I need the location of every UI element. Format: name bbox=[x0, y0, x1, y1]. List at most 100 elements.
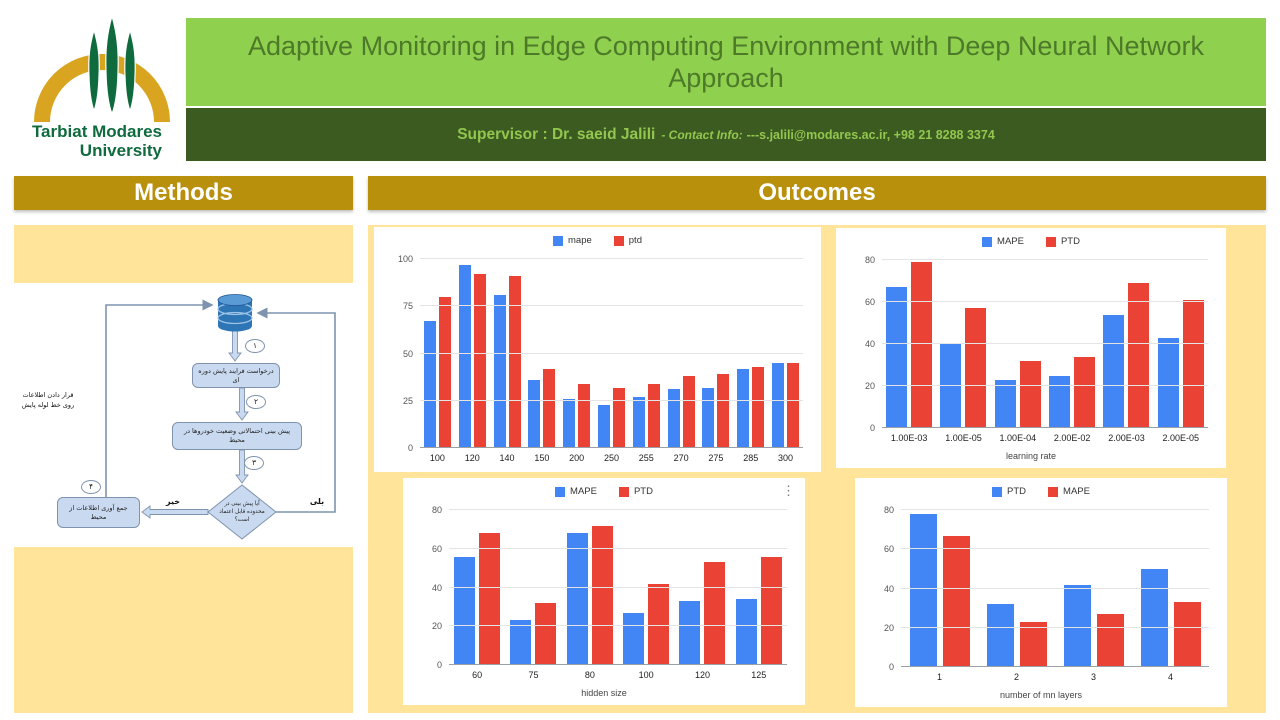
y-tick-label: 60 bbox=[431, 543, 442, 554]
bar-group-75: 75 bbox=[505, 510, 561, 680]
bars bbox=[733, 259, 768, 448]
bar-PTD-1.00E-04 bbox=[1019, 360, 1041, 428]
bar-ptd-150 bbox=[543, 368, 556, 448]
x-tick-label: 2.00E-03 bbox=[1108, 433, 1145, 443]
contact-info-value: ---s.jalili@modares.ac.ir, +98 21 8288 3… bbox=[746, 127, 995, 142]
bars bbox=[1154, 260, 1208, 428]
x-tick-label: 270 bbox=[673, 453, 689, 463]
bar-MAPE-1.00E-05 bbox=[940, 344, 962, 428]
university-logo: Tarbiat Modares University bbox=[12, 4, 184, 166]
chart-4-legend: PTD MAPE bbox=[855, 486, 1227, 497]
flowchart-step-1-badge: ۱ bbox=[245, 339, 265, 353]
bars bbox=[455, 259, 490, 448]
bar-group-2: 2 bbox=[978, 510, 1055, 682]
x-tick-label: 1.00E-03 bbox=[890, 433, 928, 443]
legend-item-MAPE: MAPE bbox=[1048, 486, 1090, 497]
y-tick-label: 25 bbox=[402, 395, 413, 406]
chart-1-legend: mape ptd bbox=[374, 235, 821, 246]
bar-PTD-120 bbox=[704, 562, 726, 665]
gridline bbox=[901, 587, 1209, 589]
bar-group-285: 285 bbox=[733, 259, 768, 463]
x-tick-label: 3 bbox=[1090, 672, 1096, 682]
y-tick-label: 40 bbox=[431, 582, 442, 593]
bar-mape-275 bbox=[702, 387, 715, 448]
bars bbox=[629, 259, 664, 448]
bar-PTD-60 bbox=[479, 533, 501, 665]
legend-item-MAPE: MAPE bbox=[555, 486, 597, 497]
logo-graphic bbox=[34, 13, 170, 123]
gridline bbox=[449, 625, 787, 627]
x-tick-label: 200 bbox=[569, 453, 585, 463]
supervisor-label: Supervisor : Dr. saeid Jalili bbox=[457, 125, 656, 143]
chart-4-xlabel: number of mn layers bbox=[999, 690, 1083, 700]
methods-header: Methods bbox=[14, 176, 353, 210]
chart-2-xlabel: learning rate bbox=[1005, 451, 1057, 461]
bar-group-3: 3 bbox=[1055, 510, 1132, 682]
y-tick-label: 20 bbox=[431, 621, 442, 632]
bar-group-2.00E-05: 2.00E-05 bbox=[1154, 260, 1208, 443]
x-tick-label: 80 bbox=[584, 670, 595, 680]
bar-MAPE-4 bbox=[1173, 602, 1201, 667]
chart-menu-icon[interactable]: ⋮ bbox=[782, 483, 795, 498]
bar-ptd-100 bbox=[438, 296, 451, 448]
y-tick-label: 40 bbox=[883, 583, 894, 594]
bar-group-150: 150 bbox=[524, 259, 559, 463]
bar-mape-120 bbox=[458, 264, 471, 448]
legend-swatch bbox=[613, 235, 624, 246]
legend-label: PTD bbox=[1007, 486, 1027, 497]
bar-group-200: 200 bbox=[559, 259, 594, 463]
bars bbox=[562, 510, 618, 665]
bar-group-255: 255 bbox=[629, 259, 664, 463]
bar-group-140: 140 bbox=[490, 259, 525, 463]
x-tick-label: 275 bbox=[708, 453, 724, 463]
bar-group-300: 300 bbox=[768, 259, 803, 463]
bar-mape-200 bbox=[563, 398, 576, 448]
bars bbox=[978, 510, 1055, 667]
logo-text: Tarbiat Modares University bbox=[12, 122, 162, 160]
x-tick-label: 1.00E-05 bbox=[945, 433, 982, 443]
bar-group-1.00E-05: 1.00E-05 bbox=[936, 260, 990, 443]
bar-MAPE-80 bbox=[566, 533, 588, 665]
x-tick-label: 250 bbox=[603, 453, 619, 463]
bar-ptd-200 bbox=[578, 383, 591, 448]
legend-item-PTD: PTD bbox=[1045, 236, 1080, 247]
bars bbox=[618, 510, 674, 665]
flowchart-step-2-badge: ۲ bbox=[246, 395, 266, 409]
legend-item-MAPE: MAPE bbox=[982, 236, 1024, 247]
legend-swatch bbox=[1045, 236, 1056, 247]
bar-group-250: 250 bbox=[594, 259, 629, 463]
bars bbox=[505, 510, 561, 665]
x-tick-label: 2.00E-02 bbox=[1053, 433, 1091, 443]
gridline bbox=[449, 509, 787, 510]
bar-mape-300 bbox=[772, 362, 785, 448]
chart-3-plot: 60 75 80 100 120 125 0 20 40 60 80 bbox=[432, 505, 787, 680]
chart-2-legend: MAPE PTD bbox=[836, 236, 1226, 247]
bar-PTD-3 bbox=[1063, 584, 1091, 667]
legend-swatch bbox=[982, 236, 993, 247]
bar-MAPE-75 bbox=[510, 620, 532, 665]
chart-card-4: PTD MAPE 1 2 3 4 0 20 40 60 80 number of mn layer… bbox=[855, 478, 1227, 707]
bar-group-275: 275 bbox=[699, 259, 734, 463]
gridline bbox=[901, 548, 1209, 550]
bar-MAPE-2.00E-02 bbox=[1049, 375, 1071, 428]
logo-trees-icon bbox=[88, 13, 136, 116]
gridline bbox=[882, 259, 1208, 260]
bars bbox=[768, 259, 803, 448]
bar-ptd-120 bbox=[473, 274, 486, 448]
bar-MAPE-2.00E-03 bbox=[1103, 314, 1125, 428]
bar-ptd-300 bbox=[787, 362, 800, 448]
bar-MAPE-1 bbox=[942, 535, 970, 667]
flowchart-block-arrows bbox=[141, 330, 249, 519]
legend-label: MAPE bbox=[570, 486, 597, 497]
chart-card-2: MAPE PTD 1.00E-03 1.00E-05 1.00E-04 2.00E-02… bbox=[836, 228, 1226, 468]
flowchart-database-icon bbox=[217, 294, 253, 332]
legend-swatch bbox=[1048, 486, 1059, 497]
bar-PTD-2.00E-02 bbox=[1074, 356, 1096, 428]
chart-2-plot: 1.00E-03 1.00E-05 1.00E-04 2.00E-02 2.00E-03… bbox=[865, 255, 1208, 443]
y-tick-label: 100 bbox=[397, 254, 413, 264]
legend-swatch bbox=[992, 486, 1003, 497]
legend-label: MAPE bbox=[1063, 486, 1090, 497]
flowchart-decision-diamond bbox=[207, 484, 277, 540]
gridline bbox=[882, 301, 1208, 302]
bars bbox=[731, 510, 787, 665]
